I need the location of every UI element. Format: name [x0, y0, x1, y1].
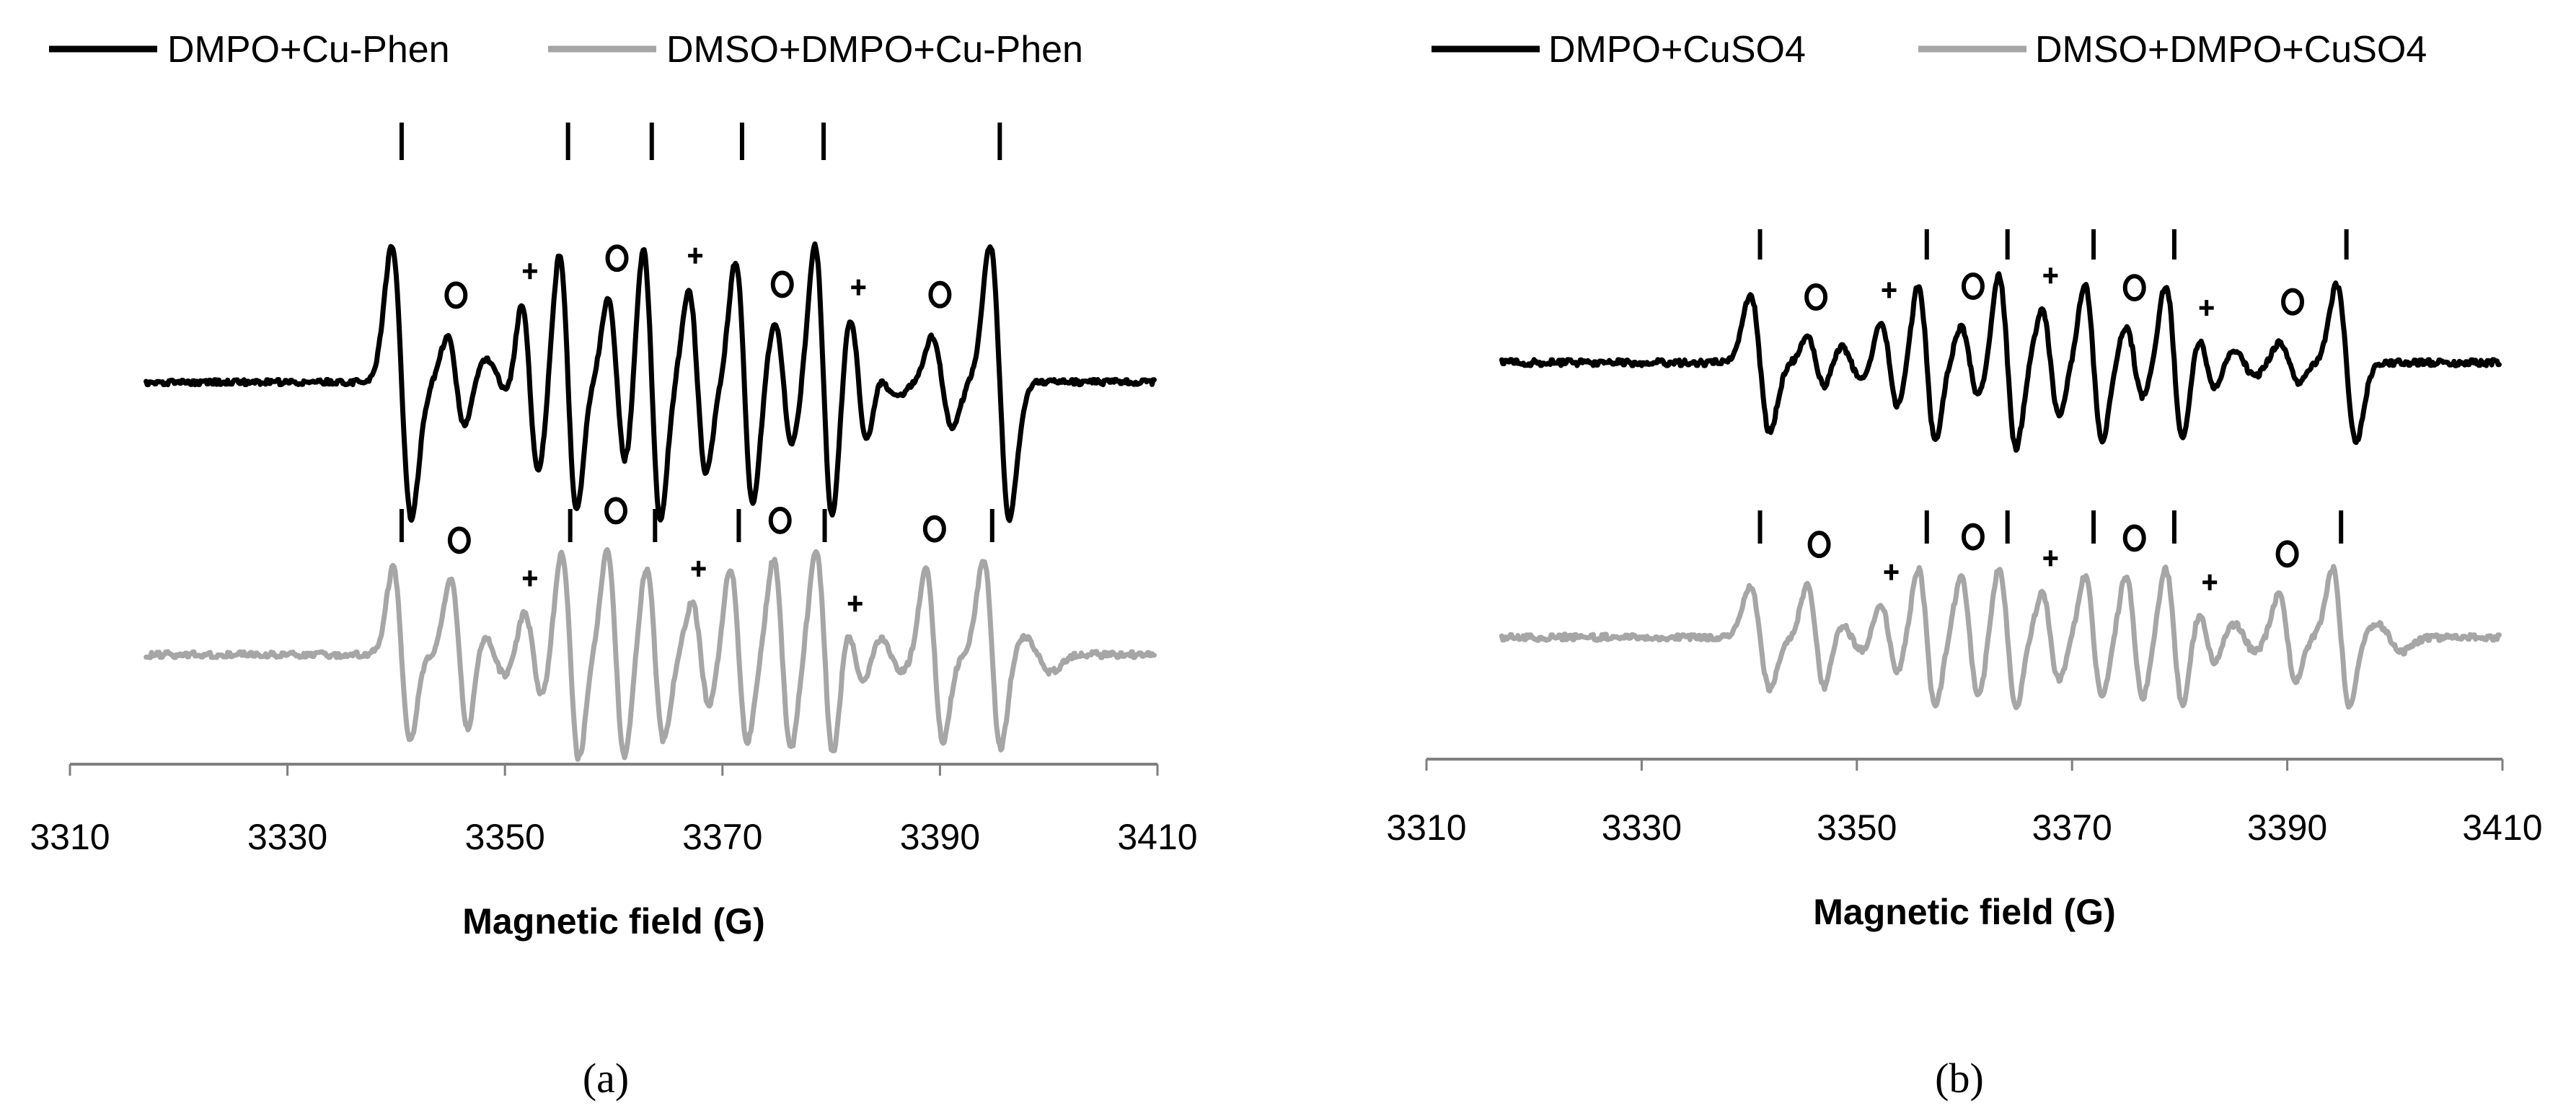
legend-label-dmpo-cuso4: DMPO+CuSO4: [1548, 29, 1806, 71]
panel-label-b: (b): [1935, 1055, 1984, 1102]
x-tick-label-a: 3410: [1117, 817, 1197, 857]
x-tick-label-a: 3370: [682, 817, 762, 857]
x-tick-label-a: 3350: [465, 817, 545, 857]
peak-marker-plus: [688, 247, 703, 264]
peak-marker-circle: [605, 244, 629, 273]
panel-b: DMPO+CuSO4 DMSO+DMPO+CuSO4 3310 3330 3350 3…: [1386, 29, 2542, 1102]
peak-marker-plus: [851, 279, 866, 296]
series-line-dmso-dmpo-cuso4: [1499, 564, 2502, 711]
peak-marker-plus: [2043, 267, 2058, 284]
series-line-dmpo-cu-phen: [144, 241, 1157, 523]
peak-marker-plus: [1884, 564, 1899, 580]
peak-marker-circle: [928, 280, 952, 309]
legend-label-dmso-dmpo-cuso4: DMSO+DMPO+CuSO4: [2035, 29, 2427, 71]
peak-marker-plus: [2202, 574, 2218, 590]
annotations-a: [399, 123, 1002, 612]
peak-marker-circle: [444, 281, 468, 309]
x-axis-b: 3310 3330 3350 3370 3390 3410: [1386, 758, 2543, 848]
peak-marker-circle: [922, 515, 946, 543]
peak-marker-circle: [2122, 274, 2146, 302]
peak-marker-circle: [1804, 283, 1828, 311]
peak-marker-plus: [522, 263, 537, 280]
traces-a: [144, 241, 1157, 762]
series-line-dmpo-cuso4: [1499, 271, 2502, 453]
peak-marker-circle: [2122, 524, 2146, 552]
peak-marker-plus: [1882, 282, 1897, 298]
peak-marker-plus: [2199, 300, 2214, 316]
x-tick-label-b: 3390: [2247, 807, 2327, 848]
x-tick-label-a: 3330: [247, 817, 327, 857]
x-tick-label-b: 3370: [2032, 807, 2112, 848]
peak-marker-plus: [847, 595, 863, 612]
traces-b: [1499, 271, 2502, 711]
legend-label-dmso-dmpo-cu-phen: DMSO+DMPO+Cu-Phen: [666, 29, 1083, 71]
x-tick-label-b: 3310: [1386, 807, 1466, 848]
x-axis-a: 3310 3330 3350 3370 3390 3410: [30, 763, 1198, 857]
peak-marker-circle: [2275, 540, 2299, 568]
x-tick-label-b: 3330: [1602, 807, 1682, 848]
peak-marker-circle: [770, 270, 794, 298]
x-axis-title-b: Magnetic field (G): [1813, 892, 2115, 932]
peak-marker-circle: [604, 497, 628, 525]
peak-marker-circle: [2281, 288, 2305, 316]
peak-marker-plus: [522, 570, 537, 587]
peak-marker-plus: [691, 560, 706, 577]
peak-marker-circle: [768, 506, 792, 534]
peak-marker-plus: [2043, 550, 2058, 567]
x-tick-label-b: 3410: [2462, 807, 2542, 848]
x-tick-label-a: 3390: [900, 817, 980, 857]
x-tick-label-a: 3310: [30, 817, 110, 857]
annotations-b: [1757, 229, 2349, 590]
x-tick-label-b: 3350: [1817, 807, 1897, 848]
panel-label-a: (a): [583, 1055, 629, 1102]
panel-a: DMPO+Cu-Phen DMSO+DMPO+Cu-Phen 3310 3330 3…: [30, 29, 1197, 1102]
legend-label-dmpo-cu-phen: DMPO+Cu-Phen: [167, 29, 450, 71]
peak-marker-circle: [1961, 273, 1985, 301]
peak-marker-circle: [1807, 531, 1831, 559]
legend-a: DMPO+Cu-Phen DMSO+DMPO+Cu-Phen: [49, 29, 1083, 71]
x-axis-title-a: Magnetic field (G): [462, 901, 764, 942]
peak-marker-circle: [1961, 523, 1985, 551]
legend-b: DMPO+CuSO4 DMSO+DMPO+CuSO4: [1432, 29, 2427, 71]
peak-marker-circle: [447, 526, 471, 554]
series-line-dmso-dmpo-cu-phen: [144, 546, 1157, 762]
